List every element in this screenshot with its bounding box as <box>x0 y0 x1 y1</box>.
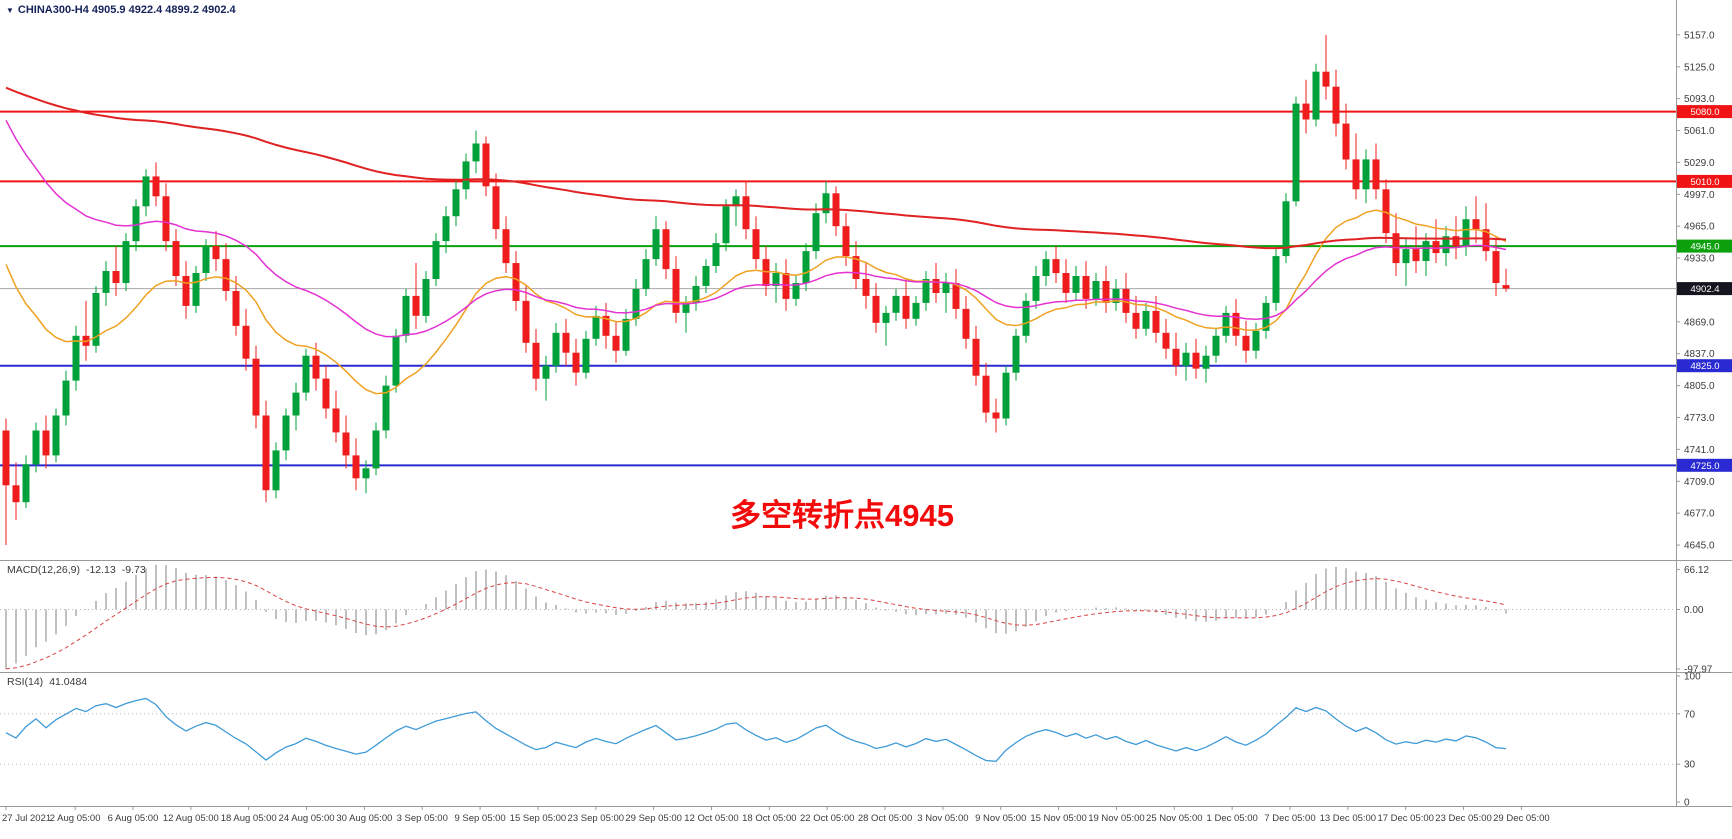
svg-text:66.12: 66.12 <box>1684 565 1709 576</box>
svg-text:3 Sep 05:00: 3 Sep 05:00 <box>397 813 448 824</box>
svg-text:4725.0: 4725.0 <box>1690 461 1719 472</box>
svg-text:9 Sep 05:00: 9 Sep 05:00 <box>454 813 505 824</box>
macd-signal-value: -9.73 <box>121 564 146 576</box>
svg-text:29 Dec 05:00: 29 Dec 05:00 <box>1493 813 1550 824</box>
svg-text:24 Aug 05:00: 24 Aug 05:00 <box>279 813 335 824</box>
svg-text:18 Oct 05:00: 18 Oct 05:00 <box>742 813 796 824</box>
svg-text:4933.0: 4933.0 <box>1684 254 1715 265</box>
svg-text:4825.0: 4825.0 <box>1690 361 1719 372</box>
macd-main-value: -12.13 <box>85 564 116 576</box>
svg-text:0.00: 0.00 <box>1684 605 1704 616</box>
svg-text:17 Dec 05:00: 17 Dec 05:00 <box>1377 813 1434 824</box>
svg-text:12 Aug 05:00: 12 Aug 05:00 <box>163 813 219 824</box>
svg-text:3 Nov 05:00: 3 Nov 05:00 <box>917 813 968 824</box>
rsi-name: RSI(14) <box>7 676 44 688</box>
svg-text:0: 0 <box>1684 798 1690 809</box>
svg-text:12 Oct 05:00: 12 Oct 05:00 <box>684 813 738 824</box>
macd-indicator-label: MACD(12,26,9) -12.13 -9.73 <box>7 564 146 576</box>
svg-text:4869.0: 4869.0 <box>1684 317 1715 328</box>
svg-text:22 Oct 05:00: 22 Oct 05:00 <box>800 813 854 824</box>
svg-text:15 Nov 05:00: 15 Nov 05:00 <box>1030 813 1087 824</box>
svg-text:30: 30 <box>1684 760 1696 771</box>
svg-text:2 Aug 05:00: 2 Aug 05:00 <box>50 813 101 824</box>
symbol-header: ▼ CHINA300-H4 4905.9 4922.4 4899.2 4902.4 <box>6 4 236 16</box>
svg-text:4677.0: 4677.0 <box>1684 509 1715 520</box>
svg-text:4645.0: 4645.0 <box>1684 541 1715 552</box>
svg-text:5029.0: 5029.0 <box>1684 158 1715 169</box>
svg-text:4837.0: 4837.0 <box>1684 349 1715 360</box>
rsi-indicator-label: RSI(14) 41.0484 <box>7 676 87 688</box>
svg-text:5157.0: 5157.0 <box>1684 30 1715 41</box>
svg-text:100: 100 <box>1684 672 1701 683</box>
svg-text:4741.0: 4741.0 <box>1684 445 1715 456</box>
svg-text:5061.0: 5061.0 <box>1684 126 1715 137</box>
svg-text:15 Sep 05:00: 15 Sep 05:00 <box>510 813 567 824</box>
svg-text:4945.0: 4945.0 <box>1690 242 1719 253</box>
svg-text:13 Dec 05:00: 13 Dec 05:00 <box>1320 813 1377 824</box>
svg-text:5093.0: 5093.0 <box>1684 94 1715 105</box>
svg-text:29 Sep 05:00: 29 Sep 05:00 <box>625 813 682 824</box>
svg-text:25 Nov 05:00: 25 Nov 05:00 <box>1146 813 1203 824</box>
svg-text:4997.0: 4997.0 <box>1684 190 1715 201</box>
symbol-ohlc-values: 4905.9 4922.4 4899.2 4902.4 <box>91 4 236 16</box>
svg-text:7 Dec 05:00: 7 Dec 05:00 <box>1264 813 1315 824</box>
svg-text:19 Nov 05:00: 19 Nov 05:00 <box>1088 813 1145 824</box>
svg-text:23 Sep 05:00: 23 Sep 05:00 <box>568 813 625 824</box>
svg-text:4965.0: 4965.0 <box>1684 222 1715 233</box>
symbol-marker-icon: ▼ <box>6 6 14 15</box>
svg-text:9 Nov 05:00: 9 Nov 05:00 <box>975 813 1026 824</box>
svg-text:4805.0: 4805.0 <box>1684 381 1715 392</box>
svg-text:27 Jul 2021: 27 Jul 2021 <box>2 813 51 824</box>
rsi-value: 41.0484 <box>49 676 88 688</box>
svg-text:70: 70 <box>1684 709 1696 720</box>
svg-text:4902.4: 4902.4 <box>1690 284 1719 295</box>
svg-text:30 Aug 05:00: 30 Aug 05:00 <box>336 813 392 824</box>
svg-text:28 Oct 05:00: 28 Oct 05:00 <box>858 813 912 824</box>
svg-text:4773.0: 4773.0 <box>1684 413 1715 424</box>
svg-text:6 Aug 05:00: 6 Aug 05:00 <box>108 813 159 824</box>
svg-text:23 Dec 05:00: 23 Dec 05:00 <box>1435 813 1492 824</box>
chart-text-annotation: 多空转折点4945 <box>730 498 954 533</box>
svg-text:-97.97: -97.97 <box>1684 664 1713 675</box>
symbol-name: CHINA300-H4 <box>17 4 89 16</box>
svg-text:5125.0: 5125.0 <box>1684 62 1715 73</box>
svg-text:5010.0: 5010.0 <box>1690 177 1719 188</box>
svg-text:1 Dec 05:00: 1 Dec 05:00 <box>1207 813 1258 824</box>
macd-name: MACD(12,26,9) <box>7 564 80 576</box>
svg-text:5080.0: 5080.0 <box>1690 107 1719 118</box>
svg-text:4709.0: 4709.0 <box>1684 477 1715 488</box>
svg-text:18 Aug 05:00: 18 Aug 05:00 <box>221 813 277 824</box>
